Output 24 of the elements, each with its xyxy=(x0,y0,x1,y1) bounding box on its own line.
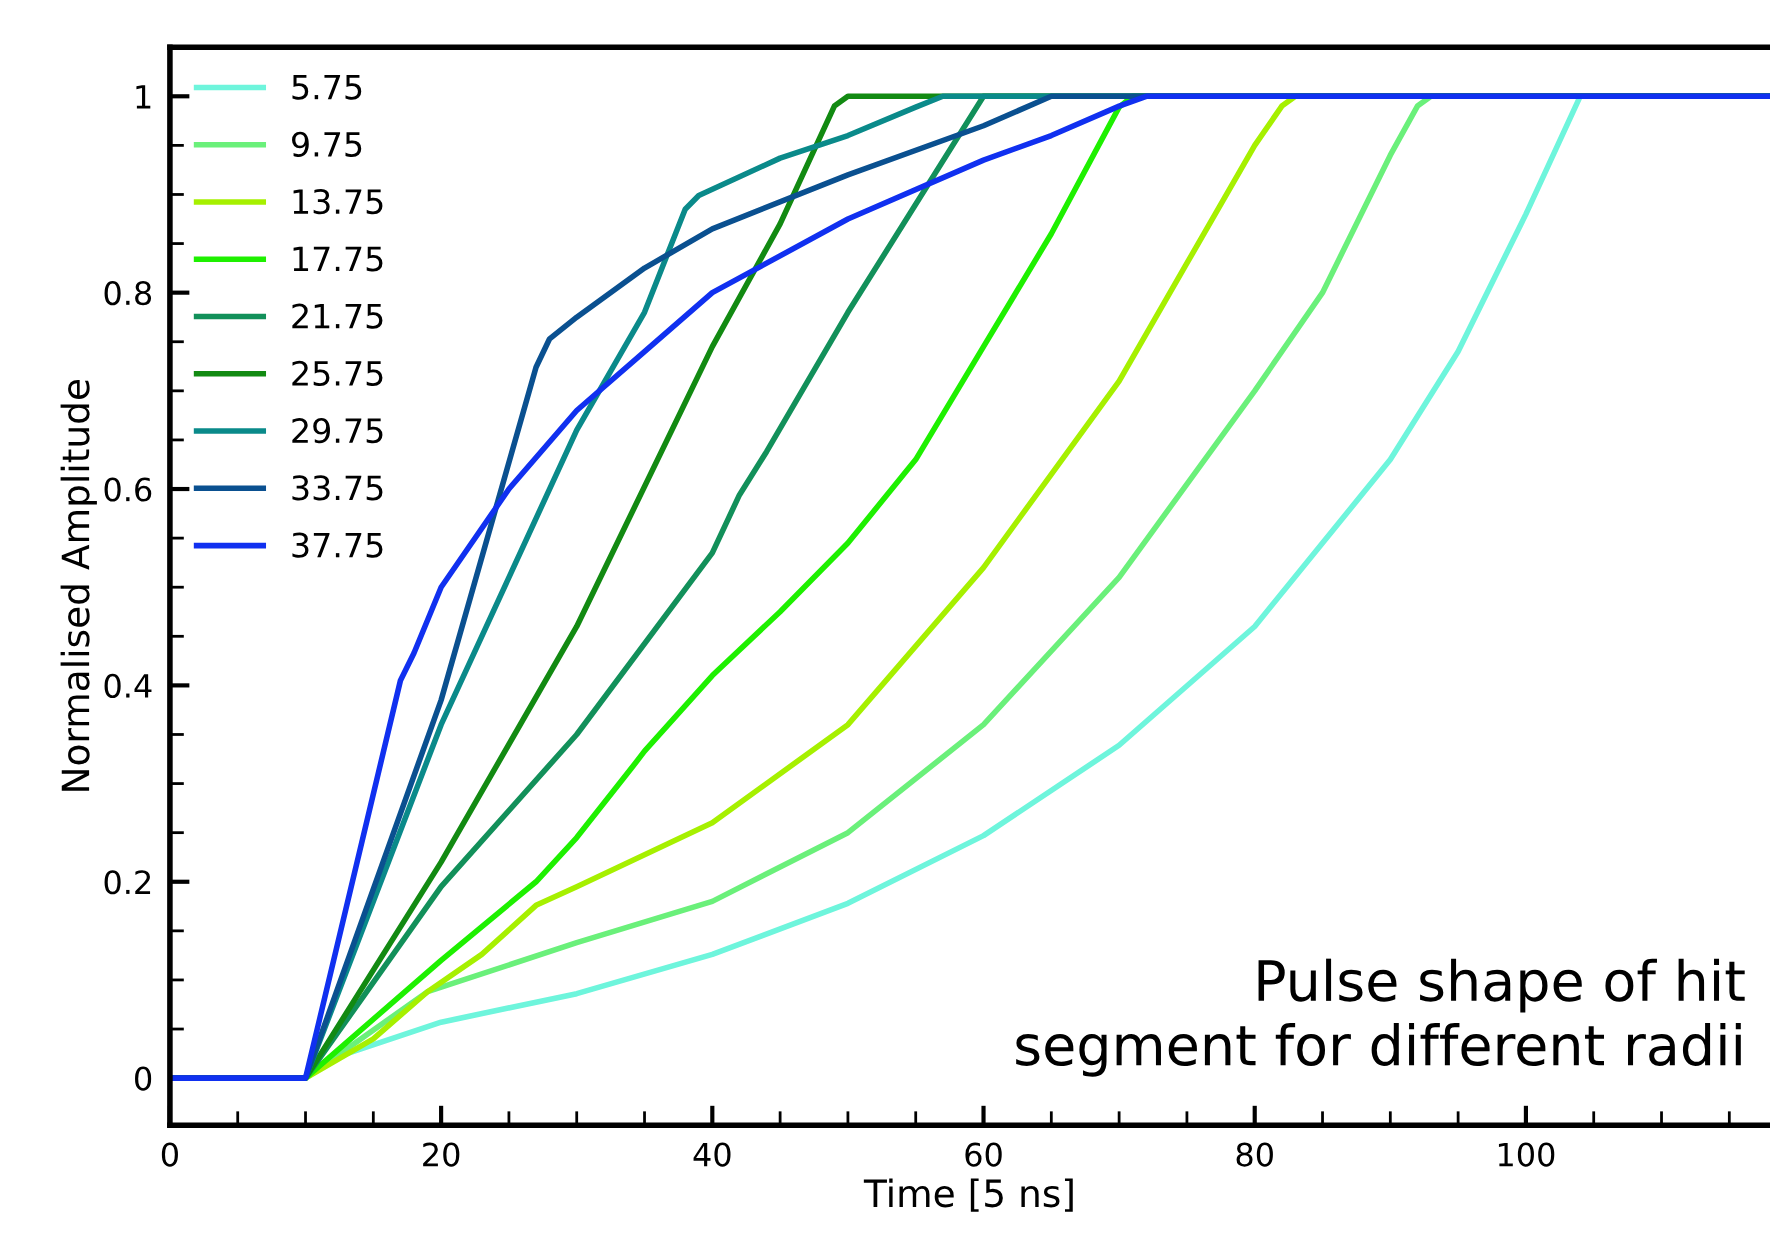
legend-label: 33.75 xyxy=(292,475,383,501)
legend-label: 21.75 xyxy=(292,303,383,329)
x-tick-label: 0 xyxy=(161,1142,178,1167)
y-tick-label: 0.6 xyxy=(104,477,152,502)
x-tick-label: 20 xyxy=(423,1142,460,1167)
legend-label: 29.75 xyxy=(292,418,383,444)
legend-label: 9.75 xyxy=(292,131,362,157)
y-tick-label: 0.2 xyxy=(104,870,151,895)
y-tick-label: 0.8 xyxy=(104,281,152,306)
x-tick-label: 100 xyxy=(1498,1142,1555,1167)
y-tick-label: 0 xyxy=(135,1066,152,1091)
legend-label: 17.75 xyxy=(293,246,383,272)
legend-label: 37.75 xyxy=(292,532,383,558)
x-tick-label: 60 xyxy=(965,1142,1002,1167)
legend-label: 25.75 xyxy=(292,360,383,386)
y-tick-label: 0.4 xyxy=(104,673,152,698)
legend-label: 13.75 xyxy=(293,188,383,215)
x-axis-title: Time [5 ns] xyxy=(863,1178,1073,1212)
y-axis-title: Normalised Amplitude xyxy=(60,379,97,791)
y-tick-label: 1 xyxy=(136,85,151,109)
legend-label: 5.75 xyxy=(292,74,362,100)
x-tick-label: 80 xyxy=(1236,1142,1273,1167)
x-tick-label: 40 xyxy=(693,1142,731,1167)
annotation: Pulse shape of hit segment for different radii xyxy=(1016,958,1745,1077)
